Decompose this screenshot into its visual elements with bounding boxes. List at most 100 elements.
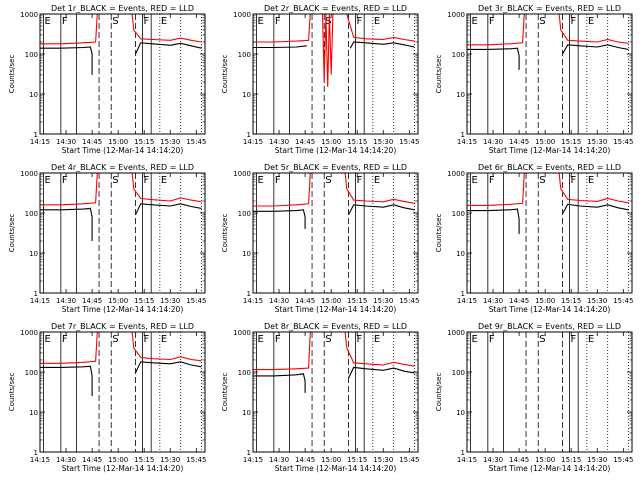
x-tick-label: 15:00 [108, 456, 128, 464]
x-axis-label: Start Time (12-Mar-14 14:14:20) [62, 305, 184, 314]
x-tick-label: 14:15 [30, 456, 50, 464]
series-events [467, 44, 629, 70]
x-tick-label: 15:15 [134, 297, 154, 305]
x-tick-label: 15:30 [587, 138, 607, 146]
marker-label: F [570, 175, 576, 186]
y-tick-label: 100 [238, 51, 251, 59]
panel-7: Det 7r_BLACK = Events, RED = LLD Counts/s… [8, 322, 206, 473]
y-tick-label: 10 [456, 91, 465, 99]
x-tick-label: 15:15 [134, 456, 154, 464]
marker-label: S [325, 16, 331, 27]
x-tick-label: 15:30 [160, 456, 180, 464]
x-tick-label: 14:45 [295, 297, 315, 305]
x-tick-label: 15:15 [347, 138, 367, 146]
x-tick-label: 14:15 [457, 297, 477, 305]
series-lld [253, 173, 415, 207]
x-tick-label: 14:45 [82, 456, 102, 464]
y-axis-label: Counts/sec [8, 214, 16, 253]
panel-3: Det 3r_BLACK = Events, RED = LLD Counts/s… [435, 4, 633, 155]
plot-frame [466, 172, 633, 294]
series-lld [40, 14, 202, 45]
y-tick-label: 1000 [233, 11, 251, 19]
y-tick-label: 10 [242, 91, 251, 99]
panel-9: Det 9r_BLACK = Events, RED = LLD Counts/s… [435, 322, 633, 473]
x-axis-label: Start Time (12-Mar-14 14:14:20) [489, 464, 611, 473]
x-tick-label: 15:00 [535, 138, 555, 146]
y-tick-label: 10 [29, 91, 38, 99]
x-tick-label: 14:30 [269, 138, 289, 146]
series-lld [40, 332, 202, 364]
marker-label: F [275, 334, 281, 345]
y-tick-label: 1 [461, 131, 465, 139]
x-tick-label: 14:45 [82, 297, 102, 305]
y-tick-label: 100 [452, 210, 465, 218]
y-axis-label: Counts/sec [435, 55, 443, 94]
y-axis-label: Counts/sec [435, 214, 443, 253]
y-tick-label: 1000 [233, 329, 251, 337]
x-tick-label: 15:45 [399, 456, 419, 464]
x-tick-label: 15:15 [347, 297, 367, 305]
x-tick-label: 14:30 [56, 456, 76, 464]
x-axis-label: Start Time (12-Mar-14 14:14:20) [275, 305, 397, 314]
series-events [253, 41, 415, 49]
x-tick-label: 14:30 [269, 456, 289, 464]
x-tick-label: 15:15 [561, 456, 581, 464]
x-tick-label: 15:45 [613, 297, 633, 305]
x-tick-label: 15:45 [613, 456, 633, 464]
y-tick-label: 10 [242, 250, 251, 258]
x-tick-label: 15:00 [535, 297, 555, 305]
x-axis-label: Start Time (12-Mar-14 14:14:20) [489, 305, 611, 314]
x-tick-label: 15:00 [321, 297, 341, 305]
panel-title: Det 9r_BLACK = Events, RED = LLD [478, 322, 621, 331]
marker-label: E [471, 16, 477, 27]
series-lld [253, 14, 415, 88]
y-tick-label: 1 [34, 449, 38, 457]
x-tick-label: 14:45 [82, 138, 102, 146]
marker-label: S [539, 16, 545, 27]
marker-label: E [471, 334, 477, 345]
x-tick-label: 14:15 [30, 138, 50, 146]
y-tick-label: 10 [456, 409, 465, 417]
x-tick-label: 14:45 [295, 456, 315, 464]
x-tick-label: 15:00 [321, 138, 341, 146]
x-tick-label: 14:30 [483, 297, 503, 305]
x-tick-label: 14:15 [30, 297, 50, 305]
marker-label: F [489, 334, 495, 345]
panel-title: Det 1r_BLACK = Events, RED = LLD [51, 4, 194, 13]
x-tick-label: 15:15 [561, 297, 581, 305]
marker-label: E [257, 334, 263, 345]
x-tick-label: 14:45 [509, 297, 529, 305]
series-events [40, 203, 202, 241]
panel-8: Det 8r_BLACK = Events, RED = LLD Counts/s… [221, 322, 419, 473]
x-tick-label: 14:30 [483, 456, 503, 464]
series-lld [40, 173, 202, 206]
marker-label: F [356, 334, 362, 345]
x-tick-label: 14:15 [243, 456, 263, 464]
marker-label: E [588, 334, 594, 345]
x-tick-label: 15:30 [373, 297, 393, 305]
marker-label: E [44, 16, 50, 27]
x-axis-label: Start Time (12-Mar-14 14:14:20) [275, 464, 397, 473]
x-tick-label: 14:30 [269, 297, 289, 305]
x-tick-label: 14:30 [483, 138, 503, 146]
panel-4: Det 4r_BLACK = Events, RED = LLD Counts/s… [8, 163, 206, 314]
y-tick-label: 1000 [447, 329, 465, 337]
x-tick-label: 15:00 [535, 456, 555, 464]
marker-label: F [356, 16, 362, 27]
x-axis-label: Start Time (12-Mar-14 14:14:20) [489, 146, 611, 155]
marker-label: F [62, 175, 68, 186]
marker-label: F [143, 175, 149, 186]
x-tick-label: 15:30 [587, 456, 607, 464]
y-tick-label: 100 [238, 210, 251, 218]
series-lld [253, 332, 415, 371]
y-tick-label: 1000 [447, 170, 465, 178]
marker-label: E [374, 16, 380, 27]
panel-1: Det 1r_BLACK = Events, RED = LLD Counts/s… [8, 4, 206, 155]
y-axis-label: Counts/sec [221, 55, 229, 94]
plot-frame [39, 13, 206, 135]
marker-label: F [143, 334, 149, 345]
y-tick-label: 1 [461, 449, 465, 457]
marker-label: S [539, 334, 545, 345]
